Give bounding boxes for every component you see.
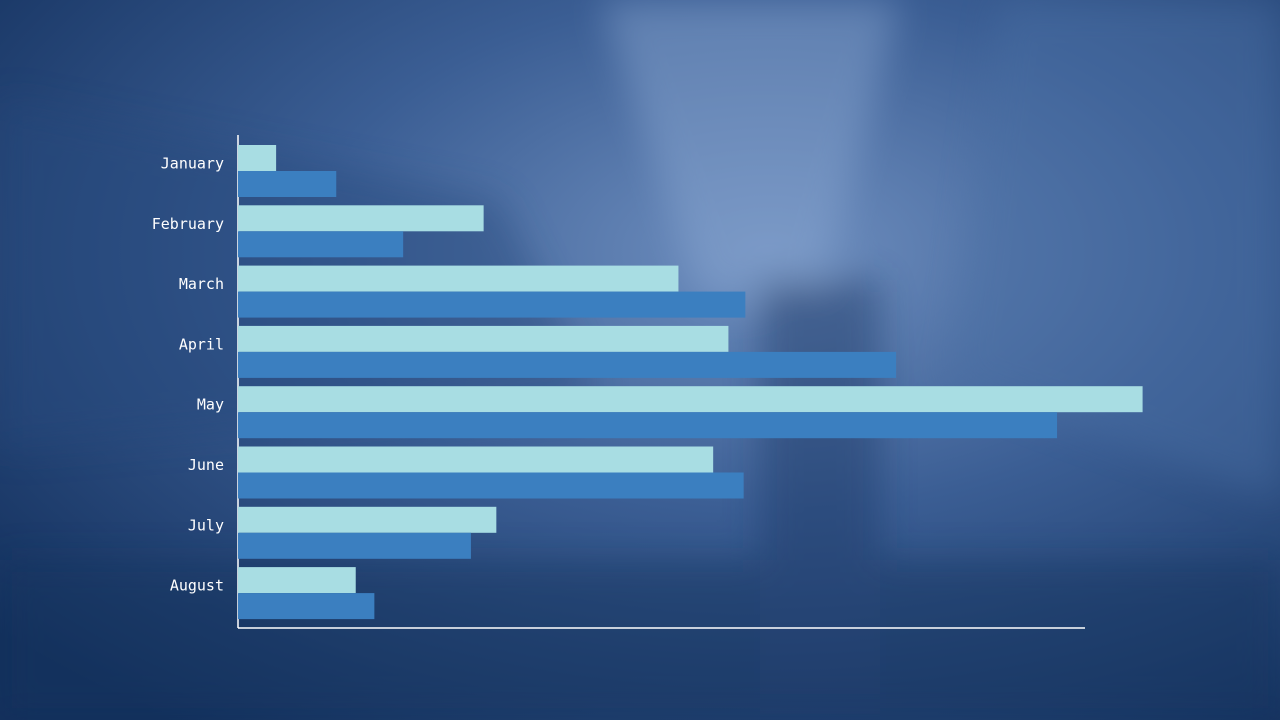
y-tick-label: April — [179, 335, 224, 353]
bar — [238, 446, 714, 473]
bar — [238, 412, 1058, 439]
y-tick-label: May — [197, 396, 224, 414]
bar — [238, 145, 277, 171]
bar — [238, 532, 471, 559]
y-tick-label: January — [161, 155, 224, 173]
y-tick-label: February — [152, 215, 224, 233]
bar — [238, 506, 497, 533]
bar — [238, 351, 897, 378]
y-tick-label: June — [188, 456, 224, 474]
bar — [238, 265, 679, 292]
y-tick-label: July — [188, 516, 224, 534]
bar — [238, 171, 337, 197]
bar — [238, 291, 746, 318]
bar — [238, 231, 404, 258]
bar — [238, 205, 484, 232]
y-tick-label: March — [179, 275, 224, 293]
bar — [238, 593, 375, 620]
bar — [238, 567, 356, 594]
bar — [238, 386, 1143, 413]
y-tick-label: August — [170, 577, 224, 595]
bar — [238, 472, 744, 499]
bar — [238, 325, 729, 352]
